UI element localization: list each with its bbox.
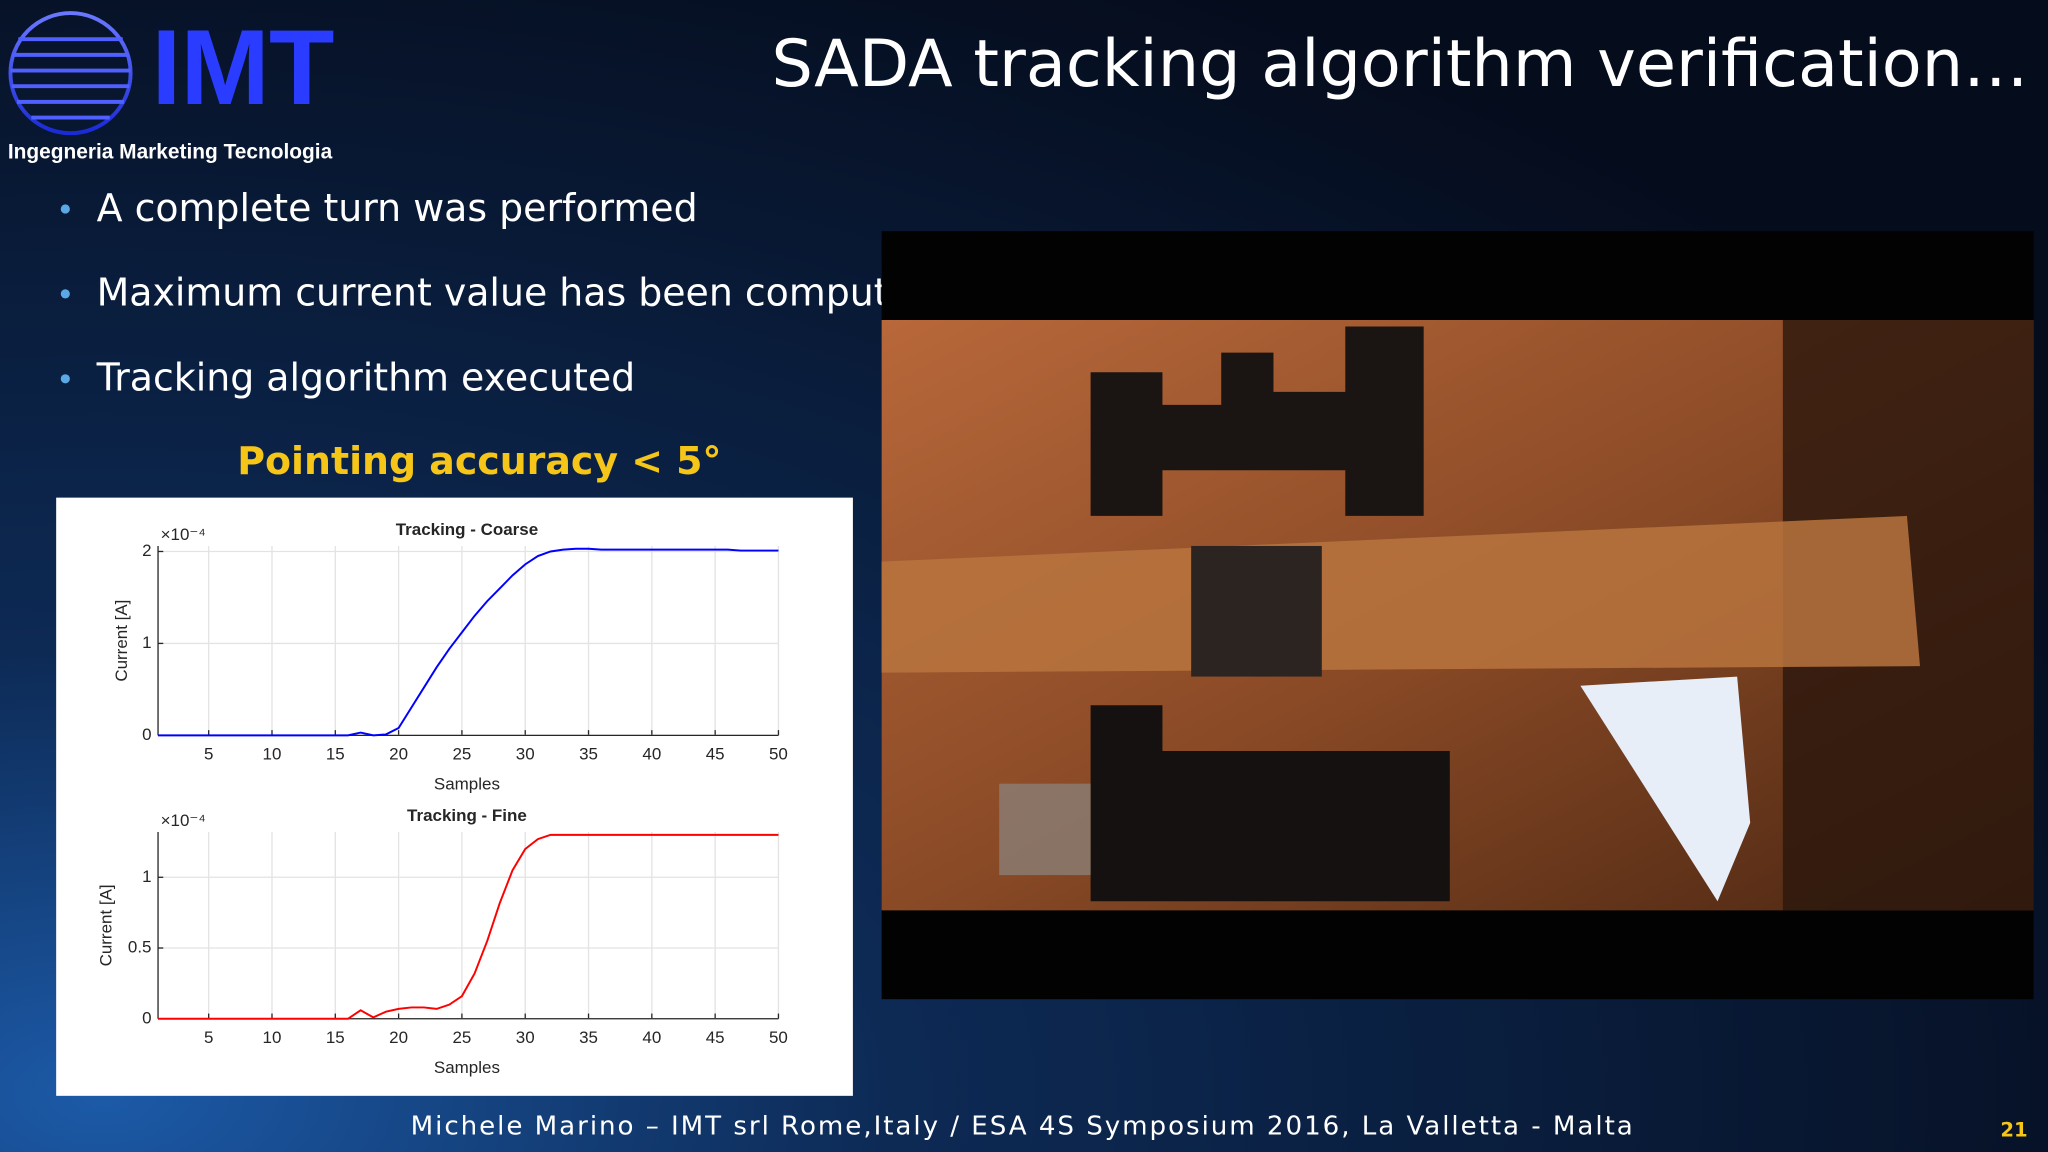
x-tick-label: 40 bbox=[642, 1028, 661, 1047]
y-scale-label: ×10⁻⁴ bbox=[161, 525, 206, 544]
x-tick-label: 35 bbox=[579, 744, 598, 763]
bullet: Maximum current value has been computed bbox=[97, 271, 936, 315]
chart-panel bbox=[56, 497, 853, 1096]
x-tick-label: 45 bbox=[706, 1028, 725, 1047]
photo-device bbox=[999, 783, 1091, 876]
x-tick-label: 45 bbox=[706, 744, 725, 763]
x-tick-label: 15 bbox=[326, 744, 345, 763]
logo-name: IMT bbox=[152, 7, 335, 127]
x-tick-label: 15 bbox=[326, 1028, 345, 1047]
x-tick-label: 50 bbox=[769, 1028, 788, 1047]
photo-mechanism bbox=[1191, 545, 1322, 677]
chart-title: Tracking - Fine bbox=[407, 806, 527, 825]
y-tick-label: 0 bbox=[142, 725, 151, 744]
photo-screen bbox=[1580, 676, 1751, 902]
y-axis-label: Current [A] bbox=[97, 884, 116, 966]
y-axis-label: Current [A] bbox=[112, 600, 131, 682]
highlight: Pointing accuracy < 5° bbox=[237, 439, 721, 483]
x-axis-label: Samples bbox=[434, 1058, 500, 1077]
y-tick-label: 0 bbox=[142, 1008, 151, 1027]
data-line bbox=[158, 547, 779, 737]
chart-title: Tracking - Coarse bbox=[396, 520, 538, 539]
data-line bbox=[158, 833, 779, 1020]
x-tick-label: 30 bbox=[516, 744, 535, 763]
x-tick-label: 10 bbox=[263, 1028, 282, 1047]
logo-tagline: Ingegneria Marketing Tecnologia bbox=[8, 140, 333, 163]
x-tick-label: 50 bbox=[769, 744, 788, 763]
x-tick-label: 35 bbox=[579, 1028, 598, 1047]
x-tick-label: 40 bbox=[642, 744, 661, 763]
x-tick-label: 20 bbox=[389, 1028, 408, 1047]
photo-panel bbox=[1090, 705, 1450, 902]
y-tick-label: 2 bbox=[142, 541, 151, 560]
bullet: Tracking algorithm executed bbox=[96, 356, 636, 400]
x-axis-label: Samples bbox=[434, 774, 500, 793]
bullet-dot bbox=[60, 374, 70, 384]
page-number: 21 bbox=[2000, 1119, 2027, 1142]
x-tick-label: 5 bbox=[204, 744, 213, 763]
slide-title: SADA tracking algorithm verification… bbox=[772, 26, 2029, 102]
bullet: A complete turn was performed bbox=[97, 186, 698, 230]
footer-text: Michele Marino – IMT srl Rome,Italy / ES… bbox=[411, 1112, 1635, 1142]
x-tick-label: 10 bbox=[263, 744, 282, 763]
y-tick-label: 0.5 bbox=[128, 938, 152, 957]
bullet-dot bbox=[60, 204, 70, 214]
y-tick-label: 1 bbox=[142, 633, 151, 652]
x-tick-label: 5 bbox=[204, 1028, 213, 1047]
photo-panel bbox=[1090, 326, 1424, 516]
logo-stripes bbox=[10, 37, 131, 120]
bullet-list: A complete turn was performed Maximum cu… bbox=[60, 186, 936, 400]
y-tick-label: 1 bbox=[142, 867, 151, 886]
x-tick-label: 25 bbox=[452, 1028, 471, 1047]
x-tick-label: 25 bbox=[452, 744, 471, 763]
video-frame bbox=[881, 231, 2034, 1000]
x-tick-label: 30 bbox=[516, 1028, 535, 1047]
logo-globe bbox=[8, 11, 133, 136]
bullet-dot bbox=[60, 289, 70, 299]
logo: IMT Ingegneria Marketing Tecnologia bbox=[8, 7, 335, 163]
y-scale-label: ×10⁻⁴ bbox=[161, 811, 206, 830]
photo-beam bbox=[881, 515, 1921, 673]
x-tick-label: 20 bbox=[389, 744, 408, 763]
